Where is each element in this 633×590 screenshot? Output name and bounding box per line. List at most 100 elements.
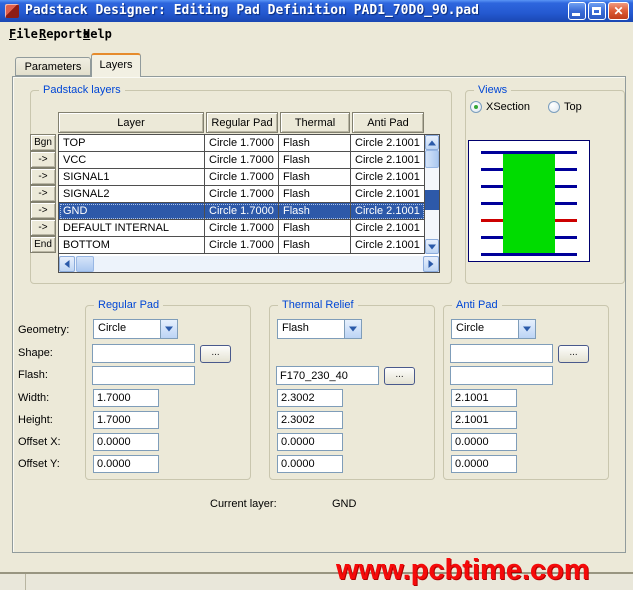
cell-thermal-relief[interactable]: Flash (279, 169, 351, 186)
row-nav-arrow[interactable]: -> (30, 185, 56, 202)
table-row[interactable]: SIGNAL2 Circle 1.7000 Flash Circle 2.100… (59, 186, 425, 203)
cell-thermal-relief[interactable]: Flash (279, 220, 351, 237)
cell-layer[interactable]: VCC (59, 152, 205, 169)
scroll-right-button[interactable] (423, 256, 439, 272)
row-nav-arrow[interactable]: -> (30, 151, 56, 168)
table-row[interactable]: SIGNAL1 Circle 1.7000 Flash Circle 2.100… (59, 169, 425, 186)
cell-regular-pad[interactable]: Circle 1.7000 (205, 169, 279, 186)
cell-thermal-relief[interactable]: Flash (279, 152, 351, 169)
anti-height-input[interactable] (451, 411, 517, 429)
table-row-selected[interactable]: GND Circle 1.7000 Flash Circle 2.1001 (59, 203, 425, 220)
regular-offset-y-input[interactable] (93, 455, 159, 473)
menu-help[interactable]: Help (83, 27, 112, 41)
cell-thermal-relief[interactable]: Flash (279, 237, 351, 254)
cell-regular-pad[interactable]: Circle 1.7000 (205, 220, 279, 237)
vertical-scroll-thumb[interactable] (425, 150, 439, 168)
column-header-regular-pad[interactable]: Regular Pad (206, 112, 278, 133)
thermal-width-input[interactable] (277, 389, 343, 407)
column-header-anti-pad[interactable]: Anti Pad (352, 112, 424, 133)
table-row[interactable]: DEFAULT INTERNAL Circle 1.7000 Flash Cir… (59, 220, 425, 237)
thermal-offset-y-input[interactable] (277, 455, 343, 473)
table-row[interactable]: TOP Circle 1.7000 Flash Circle 2.1001 (59, 135, 425, 152)
cell-layer[interactable]: DEFAULT INTERNAL (59, 220, 205, 237)
current-layer-label: Current layer: (210, 498, 277, 510)
anti-geometry-value: Circle (456, 322, 485, 334)
scroll-left-button[interactable] (59, 256, 75, 272)
vertical-scrollbar[interactable] (425, 135, 439, 254)
cell-layer[interactable]: SIGNAL1 (59, 169, 205, 186)
regular-geometry-select[interactable]: Circle (93, 319, 178, 339)
scroll-up-button[interactable] (425, 135, 439, 150)
anti-width-input[interactable] (451, 389, 517, 407)
anti-geometry-select[interactable]: Circle (451, 319, 536, 339)
row-nav-arrow[interactable]: -> (30, 219, 56, 236)
cell-regular-pad[interactable]: Circle 1.7000 (205, 135, 279, 152)
cell-anti-pad[interactable]: Circle 2.1001 (351, 203, 425, 220)
layers-table: TOP Circle 1.7000 Flash Circle 2.1001 VC… (58, 134, 440, 273)
cell-regular-pad[interactable]: Circle 1.7000 (205, 203, 279, 220)
scroll-down-button[interactable] (425, 239, 439, 254)
close-button[interactable]: ✕ (608, 2, 629, 20)
anti-offset-y-input[interactable] (451, 455, 517, 473)
column-header-layer[interactable]: Layer (58, 112, 204, 133)
cell-regular-pad[interactable]: Circle 1.7000 (205, 152, 279, 169)
anti-shape-input[interactable] (450, 344, 553, 363)
cell-layer[interactable]: SIGNAL2 (59, 186, 205, 203)
title-bar: Padstack Designer: Editing Pad Definitio… (0, 0, 633, 22)
cell-anti-pad[interactable]: Circle 2.1001 (351, 237, 425, 254)
label-geometry: Geometry: (18, 324, 70, 336)
thermal-offset-x-input[interactable] (277, 433, 343, 451)
arrow-down-icon (428, 244, 436, 249)
menu-file[interactable]: File (9, 27, 38, 41)
cell-regular-pad[interactable]: Circle 1.7000 (205, 186, 279, 203)
radio-top[interactable]: Top (548, 101, 582, 113)
thermal-geometry-value: Flash (282, 322, 309, 334)
cell-layer[interactable]: GND (59, 203, 205, 220)
anti-offset-x-input[interactable] (451, 433, 517, 451)
horizontal-scroll-thumb[interactable] (76, 256, 94, 272)
regular-offset-x-input[interactable] (93, 433, 159, 451)
cell-anti-pad[interactable]: Circle 2.1001 (351, 220, 425, 237)
cell-regular-pad[interactable]: Circle 1.7000 (205, 237, 279, 254)
regular-height-input[interactable] (93, 411, 159, 429)
row-nav-arrow[interactable]: -> (30, 202, 56, 219)
cell-layer[interactable]: BOTTOM (59, 237, 205, 254)
regular-shape-input[interactable] (92, 344, 195, 363)
cell-anti-pad[interactable]: Circle 2.1001 (351, 169, 425, 186)
row-nav-arrow[interactable]: -> (30, 168, 56, 185)
cell-anti-pad[interactable]: Circle 2.1001 (351, 135, 425, 152)
menu-reports[interactable]: Reports (39, 27, 90, 41)
horizontal-scrollbar[interactable] (59, 256, 439, 272)
regular-flash-input[interactable] (92, 366, 195, 385)
column-header-thermal-relief[interactable]: Thermal Relief (280, 112, 350, 149)
cell-thermal-relief[interactable]: Flash (279, 186, 351, 203)
cell-thermal-relief[interactable]: Flash (279, 203, 351, 220)
thermal-height-input[interactable] (277, 411, 343, 429)
cell-anti-pad[interactable]: Circle 2.1001 (351, 152, 425, 169)
row-nav-bgn[interactable]: Bgn (30, 134, 56, 151)
minimize-button[interactable] (568, 2, 586, 20)
anti-shape-browse-button[interactable]: ... (558, 345, 589, 363)
tab-layers[interactable]: Layers (91, 53, 141, 77)
regular-width-input[interactable] (93, 389, 159, 407)
chevron-down-icon[interactable] (518, 320, 535, 338)
arrow-up-icon (428, 140, 436, 145)
radio-xsection[interactable]: XSection (470, 101, 530, 113)
maximize-button[interactable] (588, 2, 606, 20)
table-row[interactable]: BOTTOM Circle 1.7000 Flash Circle 2.1001 (59, 237, 425, 254)
cell-thermal-relief[interactable]: Flash (279, 135, 351, 152)
cell-layer[interactable]: TOP (59, 135, 205, 152)
chevron-down-icon[interactable] (160, 320, 177, 338)
regular-shape-browse-button[interactable]: ... (200, 345, 231, 363)
chevron-down-icon[interactable] (344, 320, 361, 338)
tab-parameters[interactable]: Parameters (15, 57, 91, 76)
thermal-flash-input[interactable] (276, 366, 379, 385)
layer-line-bottom (481, 253, 577, 256)
cell-anti-pad[interactable]: Circle 2.1001 (351, 186, 425, 203)
row-nav-end[interactable]: End (30, 236, 56, 253)
label-height: Height: (18, 414, 53, 426)
table-row[interactable]: VCC Circle 1.7000 Flash Circle 2.1001 (59, 152, 425, 169)
thermal-flash-browse-button[interactable]: ... (384, 367, 415, 385)
thermal-geometry-select[interactable]: Flash (277, 319, 362, 339)
anti-flash-input[interactable] (450, 366, 553, 385)
